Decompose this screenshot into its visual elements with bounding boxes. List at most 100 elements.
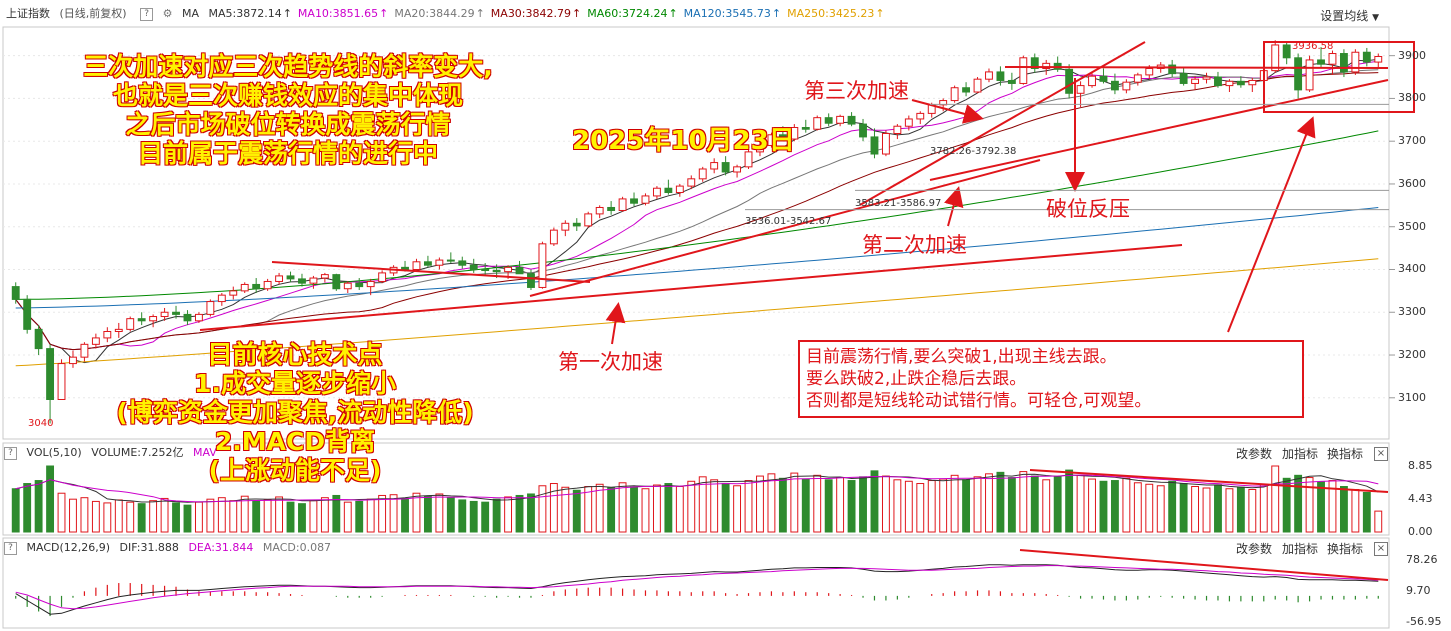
arrow-up-icon: ↑ [771,7,782,20]
candle-body [355,282,364,288]
volume-bar [1248,488,1257,533]
candle-body [240,283,249,292]
candle-body [1305,59,1314,91]
volume-bar [652,484,661,533]
candle-body [217,294,226,303]
volume-bar [1007,477,1016,533]
macd-switch-indicator-button[interactable]: 换指标 [1327,542,1364,556]
ma-legend-item: MA20:3844.29 [394,7,475,20]
breakout-line-1 [1004,66,1389,69]
candle-body [1328,53,1337,65]
volume-bar [1053,476,1062,533]
candle-body [756,144,764,153]
candle-body [1317,59,1325,65]
volume-help-icon[interactable]: ? [4,446,17,460]
candle [1191,76,1200,90]
macd-help-icon[interactable]: ? [4,541,17,555]
candle-body [469,264,478,270]
candle-body [298,278,306,284]
candle [23,295,32,334]
volume-bar [1065,469,1074,533]
candle [985,68,993,83]
arrow-up-icon: ↑ [475,7,485,20]
candle-body [1374,56,1383,63]
core-annotation-line: 目前核心技术点 [207,340,383,370]
volume-bar [172,502,180,533]
candle [160,307,169,321]
volume-bar [1259,483,1268,533]
candle-body [618,198,627,211]
volume-bar [263,499,272,533]
volume-panel-frame [2,442,1390,536]
candle [366,278,375,296]
candle [11,282,20,304]
candle [630,192,638,207]
ma-settings-button[interactable]: 设置均线 ▼ [1320,7,1379,24]
volume-switch-indicator-button[interactable]: 换指标 [1327,447,1364,461]
candle-body [137,318,146,322]
volume-bar [149,500,158,533]
candle [240,282,249,294]
volume-bar [515,494,524,533]
volume-bar [1042,479,1051,533]
volume-bar [103,502,112,533]
candle [527,269,535,291]
macd-add-indicator-button[interactable]: 加指标 [1282,542,1319,556]
candle-body [538,243,547,288]
candle-body [91,337,100,345]
candle-body [1179,73,1188,84]
volume-bar [595,483,604,533]
candle-body [916,112,925,120]
candle-body [778,134,787,140]
index-name: 上证指数 [6,7,50,20]
main-annotation-line: 之后市场破位转换成震荡行情 [125,110,451,140]
volume-bar [790,472,799,533]
help-icon[interactable]: ? [140,7,154,21]
accel-2-arrow [944,186,964,227]
candle [1099,68,1108,84]
core-annotation-line: 2.MACD背离 [214,427,376,457]
candle-body [275,275,284,282]
macd-close-icon[interactable]: × [1374,542,1388,556]
volume-bar [401,497,409,533]
candle-body [1225,80,1234,87]
main-legend: 上证指数 (日线,前复权) ? ⚙ MA MA5:3872.14↑ MA10:38… [0,3,897,25]
volume-bar [240,495,249,533]
candle [412,258,421,271]
volume-add-indicator-button[interactable]: 加指标 [1282,447,1319,461]
candle-body [1271,44,1280,72]
candle [469,258,478,273]
macd-tick-label: 78.26 [1406,553,1438,566]
volume-bar [1179,483,1188,533]
gap-label-3: 3536.01-3542.67 [745,216,832,227]
candle-body [1007,79,1016,84]
candle [1351,49,1360,75]
candle [217,293,226,306]
candle [652,186,661,199]
volume-bar [733,485,742,533]
candle-body [183,313,192,322]
macd-params-button[interactable]: 改参数 [1236,542,1273,556]
candle-body [996,71,1005,81]
ma-legend-item: MA60:3724.24 [587,7,668,20]
candle-body [904,118,913,127]
candle [1225,79,1234,93]
strategy-line: 要么跌破2,止跌企稳后去跟。 [806,369,1027,389]
volume-params-button[interactable]: 改参数 [1236,447,1273,461]
candle-body [481,268,490,271]
volume-bar [458,499,467,533]
volume-bar [824,479,833,533]
gear-icon[interactable]: ⚙ [162,7,173,20]
candle-body [710,162,719,170]
candle [57,359,66,400]
volume-legend: ? VOL(5,10) VOLUME:7.252亿 MAV [0,443,223,463]
candle-body [824,117,833,124]
accel-1-arrow [605,302,626,345]
candle [1133,72,1142,86]
candle-body [114,328,123,332]
volume-close-icon[interactable]: × [1374,447,1388,461]
candle [1236,76,1245,88]
volume-bar [69,498,77,533]
candle [778,126,787,142]
candle [252,278,261,294]
